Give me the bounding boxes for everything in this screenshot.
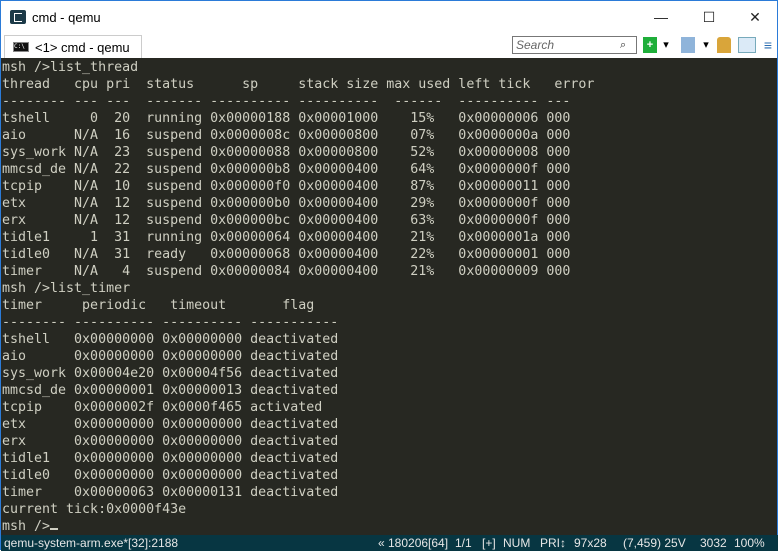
status-size: 97x28 [574,536,607,550]
terminal-line: sys_work N/A 23 suspend 0x00000088 0x000… [2,145,571,160]
text-cursor [50,528,59,530]
status-num: NUM [503,536,531,550]
terminal-line: msh />list_timer [2,281,131,296]
console-list-icon[interactable] [681,37,695,53]
terminal-line: mmcsd_de 0x00000001 0x00000013 deactivat… [2,383,339,398]
new-console-button[interactable]: + [643,37,657,53]
window-title: cmd - qemu [32,9,101,25]
status-zoom: 100% [734,536,765,550]
terminal-line: erx 0x00000000 0x00000000 deactivated [2,434,339,449]
status-plus: [+] [482,536,496,550]
close-button[interactable]: ✕ [749,8,761,25]
terminal-line: aio 0x00000000 0x00000000 deactivated [2,349,339,364]
terminal-line: sys_work 0x00004e20 0x00004f56 deactivat… [2,366,339,381]
status-buffer: « 180206[64] [378,536,449,550]
terminal-line: erx N/A 12 suspend 0x000000bc 0x00000400… [2,213,571,228]
terminal-line: tcpip 0x0000002f 0x0000f465 activated [2,400,323,415]
tab-console-1[interactable]: C:\ <1> cmd - qemu [4,35,142,58]
terminal-line: thread cpu pri status sp stack size max … [2,77,595,92]
terminal-line: tidle1 1 31 running 0x00000064 0x0000040… [2,230,571,245]
terminal-line: msh />list_thread [2,60,139,75]
prompt-text: msh /> [2,519,51,534]
terminal-line: etx 0x00000000 0x00000000 deactivated [2,417,339,432]
status-bar: qemu-system-arm.exe*[32]:2188 « 180206[6… [1,535,778,551]
terminal-line: -------- ---------- ---------- ---------… [2,315,339,330]
maximize-button[interactable]: ☐ [702,8,716,25]
app-icon [10,10,26,24]
menu-icon[interactable]: ≡ [763,37,773,53]
lock-icon[interactable] [717,37,731,53]
status-priority: PRI↕ [540,536,567,550]
status-pid: 3032 [700,536,727,550]
terminal-line: tidle0 0x00000000 0x00000000 deactivated [2,468,339,483]
terminal-line: tidle1 0x00000000 0x00000000 deactivated [2,451,339,466]
status-console: 1/1 [455,536,472,550]
status-cursor: (7,459) 25V [623,536,686,550]
terminal-line: etx N/A 12 suspend 0x000000b0 0x00000400… [2,196,571,211]
console-icon: C:\ [13,42,29,52]
minimize-button[interactable]: — [654,9,668,25]
new-console-menu-caret[interactable]: ▾ [663,39,669,51]
search-icon[interactable]: ⌕ [620,39,627,51]
terminal-line: -------- --- --- ------- ---------- ----… [2,94,571,109]
title-bar: cmd - qemu — ☐ ✕ [1,1,777,33]
terminal-line: timer 0x00000063 0x00000131 deactivated [2,485,339,500]
terminal-line: tcpip N/A 10 suspend 0x000000f0 0x000004… [2,179,571,194]
terminal-line: tshell 0x00000000 0x00000000 deactivated [2,332,339,347]
terminal-prompt[interactable]: msh /> [2,518,777,535]
tab-label: <1> cmd - qemu [35,39,130,55]
terminal-line: timer N/A 4 suspend 0x00000084 0x0000040… [2,264,571,279]
terminal-line: tshell 0 20 running 0x00000188 0x0000100… [2,111,571,126]
status-process: qemu-system-arm.exe*[32]:2188 [4,536,179,550]
terminal-line: timer periodic timeout flag [2,298,315,313]
terminal-line: tidle0 N/A 31 ready 0x00000068 0x0000040… [2,247,571,262]
split-view-icon[interactable] [738,37,756,53]
search-input[interactable]: Search [512,36,637,54]
terminal-line: mmcsd_de N/A 22 suspend 0x000000b8 0x000… [2,162,571,177]
terminal-line: aio N/A 16 suspend 0x0000008c 0x00000800… [2,128,571,143]
terminal-line: current tick:0x0000f43e [2,502,187,517]
console-list-caret[interactable]: ▾ [703,39,709,51]
